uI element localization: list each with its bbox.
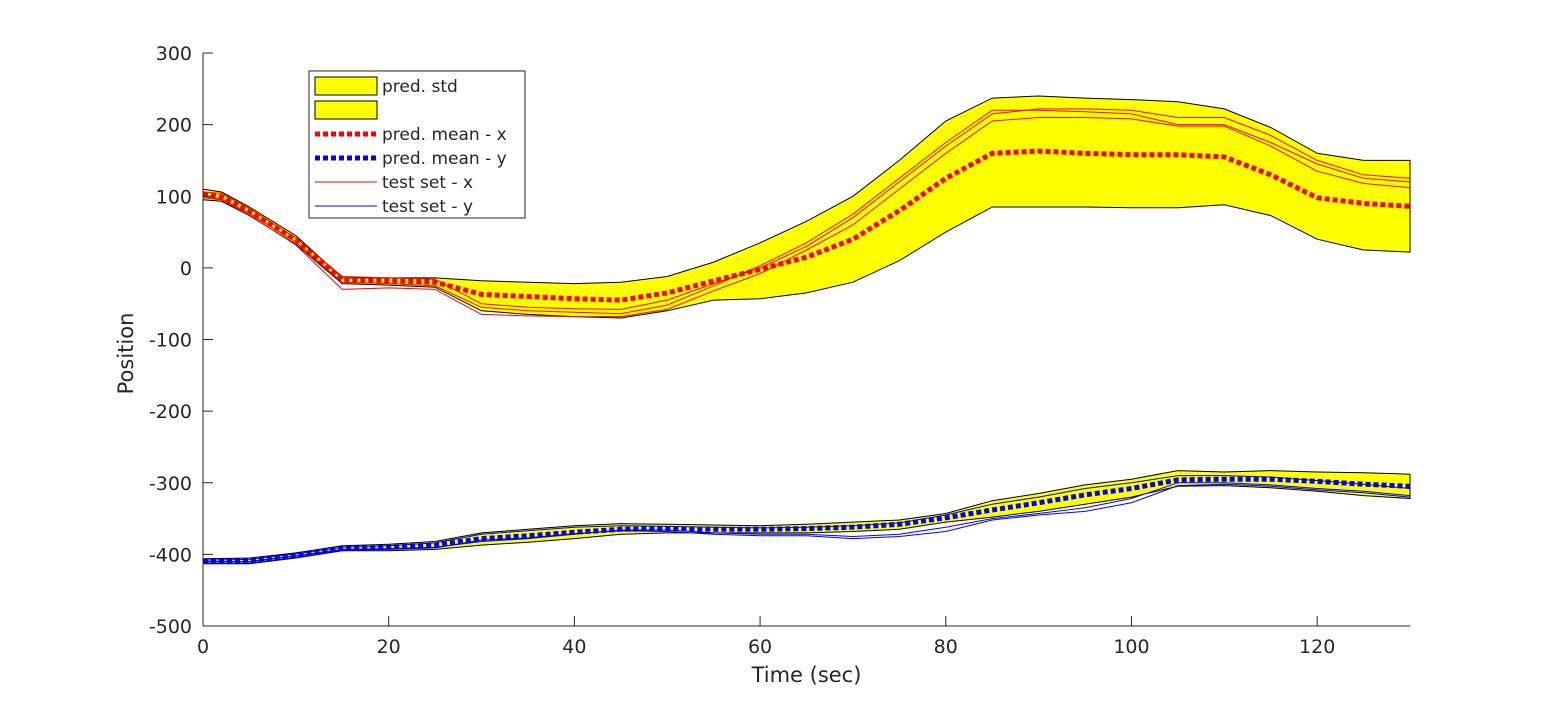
y-axis-label: Position — [114, 313, 138, 395]
y-tick-label: -500 — [149, 616, 192, 638]
x-tick-label: 120 — [1299, 636, 1335, 658]
legend-patch-swatch — [314, 100, 378, 120]
y-tick-label: 200 — [156, 115, 192, 137]
x-tick-label: 20 — [377, 636, 401, 658]
y-tick-label: 100 — [156, 186, 192, 208]
y-tick-label: -100 — [149, 330, 192, 352]
series-lines — [202, 108, 1411, 564]
legend-entry-label: pred. mean - x — [382, 125, 507, 145]
y-tick-label: -300 — [149, 473, 192, 495]
y-tick-label: -400 — [149, 544, 192, 566]
x-tick-label: 40 — [562, 636, 586, 658]
legend-patch-swatch — [314, 76, 378, 96]
x-axis-label: Time (sec) — [751, 663, 862, 687]
y-tick-label: 300 — [156, 43, 192, 65]
y-tick-label: 0 — [180, 258, 192, 280]
axes: 0 20 40 60 80 100 120 -500 -400 -300 -200 -100 0 100 2… — [149, 43, 1410, 658]
std-band-1 — [202, 95, 1411, 319]
x-tick-label: 100 — [1113, 636, 1149, 658]
x-tick-label: 60 — [748, 636, 772, 658]
x-tick-label: 80 — [934, 636, 958, 658]
legend-entry-label: test set - x — [382, 173, 473, 193]
y-tick-label: -200 — [149, 401, 192, 423]
pred-mean-y-line — [202, 476, 1411, 564]
test-x-line-1 — [202, 108, 1411, 310]
x-tick-label: 0 — [197, 636, 209, 658]
legend-entry-label: test set - y — [382, 197, 473, 217]
pred-mean-x-line — [202, 148, 1411, 303]
legend-entry-label: pred. std — [382, 77, 458, 97]
test-x-line-3 — [202, 117, 1411, 318]
legend-entry-label: pred. mean - y — [382, 149, 507, 169]
legend: pred. std pred. mean - x pred. mean - y tes… — [308, 70, 526, 219]
test-x-line-2 — [202, 109, 1411, 315]
